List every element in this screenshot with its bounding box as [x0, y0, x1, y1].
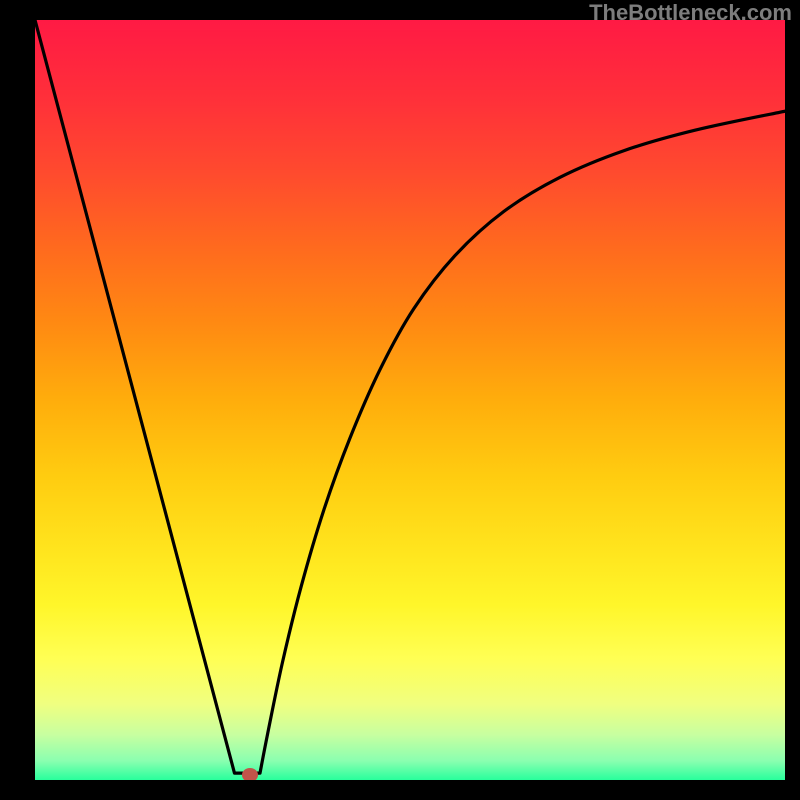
frame-border-bottom	[0, 780, 800, 800]
chart-stage: TheBottleneck.com	[0, 0, 800, 800]
watermark-text: TheBottleneck.com	[589, 0, 792, 26]
bottleneck-curve	[35, 20, 785, 780]
frame-border-left	[0, 0, 35, 800]
frame-border-right	[785, 0, 800, 800]
minimum-marker	[242, 768, 258, 780]
plot-area	[35, 20, 785, 780]
